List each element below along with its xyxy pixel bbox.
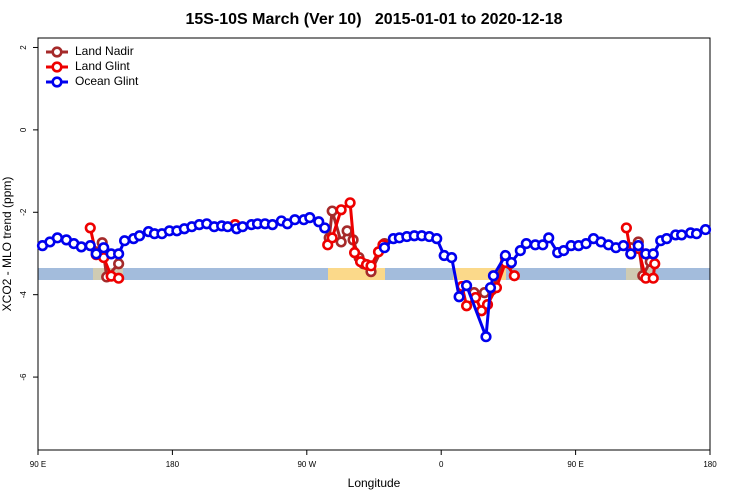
point	[508, 270, 520, 282]
point	[580, 237, 592, 250]
point	[446, 251, 458, 264]
point	[236, 221, 249, 233]
point	[319, 222, 331, 234]
legend-marker	[51, 46, 63, 58]
point	[537, 239, 549, 251]
point	[431, 233, 443, 245]
point	[632, 240, 644, 252]
point	[51, 232, 64, 244]
point	[487, 270, 500, 282]
point	[520, 237, 532, 250]
point	[84, 222, 96, 234]
point	[90, 248, 102, 260]
point	[558, 244, 570, 257]
x-tick-label: 180	[703, 460, 717, 469]
point	[514, 244, 526, 257]
point	[113, 248, 125, 260]
x-tick-label: 90 W	[297, 460, 316, 469]
point	[453, 291, 465, 303]
point	[98, 242, 110, 254]
point	[113, 258, 125, 270]
point	[505, 256, 517, 269]
y-tick-label: -2	[19, 208, 28, 216]
point	[661, 233, 673, 245]
x-tick-label: 90 E	[30, 460, 46, 469]
point	[326, 232, 338, 244]
point	[133, 230, 146, 242]
x-tick-label: 0	[439, 460, 444, 469]
x-tick-label: 180	[166, 460, 180, 469]
point	[647, 272, 659, 284]
series	[84, 197, 661, 317]
point	[84, 240, 96, 252]
series	[36, 212, 712, 343]
legend-label: Land Nadir	[75, 44, 134, 58]
point	[690, 228, 703, 240]
point	[499, 249, 512, 262]
y-tick-label: 2	[19, 45, 28, 50]
legend-label: Land Glint	[75, 59, 130, 73]
land-band	[328, 268, 385, 280]
point	[543, 232, 555, 244]
point	[676, 229, 688, 241]
point	[480, 331, 492, 343]
y-axis-label: XCO2 - MLO trend (ppm)	[0, 177, 14, 312]
point	[460, 280, 473, 292]
point	[335, 204, 347, 216]
point	[326, 205, 338, 217]
point	[266, 219, 279, 231]
y-tick-label: -4	[19, 291, 28, 299]
point	[620, 222, 632, 234]
point	[113, 272, 125, 284]
point	[649, 258, 661, 270]
x-axis-label: Longitude	[348, 476, 401, 490]
point	[289, 214, 301, 226]
point	[335, 236, 347, 248]
point	[222, 221, 234, 233]
y-tick-label: 0	[19, 127, 28, 132]
point	[484, 282, 497, 294]
point	[304, 212, 316, 224]
point	[460, 300, 473, 312]
point	[699, 223, 712, 236]
point	[119, 235, 131, 247]
point	[344, 197, 356, 209]
point	[348, 247, 361, 259]
point	[341, 225, 353, 237]
y-tick-label: -6	[19, 373, 28, 381]
legend-marker	[51, 76, 63, 88]
point	[365, 260, 377, 272]
point	[625, 248, 637, 260]
legend-marker	[51, 61, 63, 73]
point	[617, 240, 629, 252]
x-tick-label: 90 E	[567, 460, 583, 469]
point	[378, 242, 391, 254]
chart-title: 15S-10S March (Ver 10) 2015-01-01 to 202…	[185, 11, 562, 28]
point	[647, 248, 659, 260]
point	[75, 241, 87, 253]
legend-label: Ocean Glint	[75, 74, 139, 88]
